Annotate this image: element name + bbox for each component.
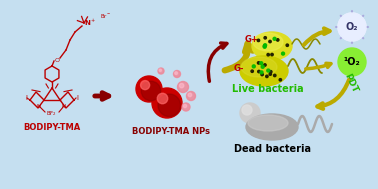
Circle shape: [338, 13, 366, 41]
Circle shape: [267, 53, 270, 56]
Circle shape: [261, 65, 264, 68]
Circle shape: [271, 53, 273, 56]
Circle shape: [174, 70, 181, 77]
Circle shape: [175, 72, 178, 74]
Circle shape: [260, 62, 263, 65]
Circle shape: [252, 65, 255, 68]
Circle shape: [258, 70, 260, 73]
Text: PDT: PDT: [342, 72, 359, 94]
Circle shape: [264, 64, 266, 66]
Circle shape: [257, 39, 260, 42]
Circle shape: [158, 68, 164, 74]
Circle shape: [260, 71, 263, 74]
Circle shape: [251, 70, 253, 72]
Text: G+: G+: [245, 35, 259, 44]
Circle shape: [279, 79, 282, 81]
Circle shape: [157, 93, 168, 104]
Text: N: N: [37, 104, 41, 108]
Text: BODIPY-TMA: BODIPY-TMA: [23, 123, 81, 132]
Circle shape: [270, 70, 272, 73]
Circle shape: [273, 37, 276, 40]
Circle shape: [277, 39, 279, 41]
Circle shape: [141, 81, 161, 101]
Circle shape: [261, 73, 263, 76]
Circle shape: [266, 75, 268, 77]
Text: G-: G-: [234, 64, 245, 73]
Circle shape: [182, 103, 190, 111]
Ellipse shape: [241, 57, 277, 77]
Circle shape: [188, 93, 192, 97]
Circle shape: [269, 73, 271, 75]
Circle shape: [282, 52, 285, 55]
Circle shape: [158, 94, 181, 116]
Circle shape: [141, 81, 150, 90]
Circle shape: [178, 81, 189, 92]
Text: N$^+$: N$^+$: [84, 18, 96, 28]
Ellipse shape: [246, 114, 298, 140]
Circle shape: [183, 104, 187, 108]
Circle shape: [263, 45, 266, 47]
Text: N: N: [62, 104, 66, 108]
Ellipse shape: [240, 56, 288, 86]
Text: Br$^-$: Br$^-$: [100, 12, 112, 20]
Ellipse shape: [248, 115, 288, 131]
Circle shape: [267, 69, 270, 72]
Text: Live bacteria: Live bacteria: [232, 84, 304, 94]
Circle shape: [159, 69, 161, 71]
Text: Dead bacteria: Dead bacteria: [234, 144, 310, 154]
Text: O: O: [54, 59, 59, 64]
Circle shape: [180, 83, 184, 88]
Circle shape: [152, 88, 182, 118]
Circle shape: [263, 44, 266, 47]
Circle shape: [240, 103, 260, 123]
Circle shape: [242, 105, 252, 115]
Circle shape: [338, 48, 366, 76]
Circle shape: [257, 62, 260, 64]
Text: BF$_2$: BF$_2$: [46, 110, 57, 119]
Circle shape: [263, 45, 266, 48]
Ellipse shape: [252, 32, 292, 60]
Circle shape: [264, 37, 266, 39]
Circle shape: [269, 40, 271, 43]
Text: ¹O₂: ¹O₂: [344, 57, 360, 67]
Ellipse shape: [253, 33, 283, 51]
Text: BODIPY-TMA NPs: BODIPY-TMA NPs: [132, 128, 210, 136]
Circle shape: [186, 91, 195, 101]
Text: I: I: [25, 95, 27, 101]
Circle shape: [338, 13, 366, 41]
Circle shape: [286, 44, 288, 46]
Circle shape: [136, 76, 162, 102]
Circle shape: [274, 74, 276, 77]
Text: I: I: [76, 95, 78, 101]
Text: O₂: O₂: [346, 22, 358, 32]
